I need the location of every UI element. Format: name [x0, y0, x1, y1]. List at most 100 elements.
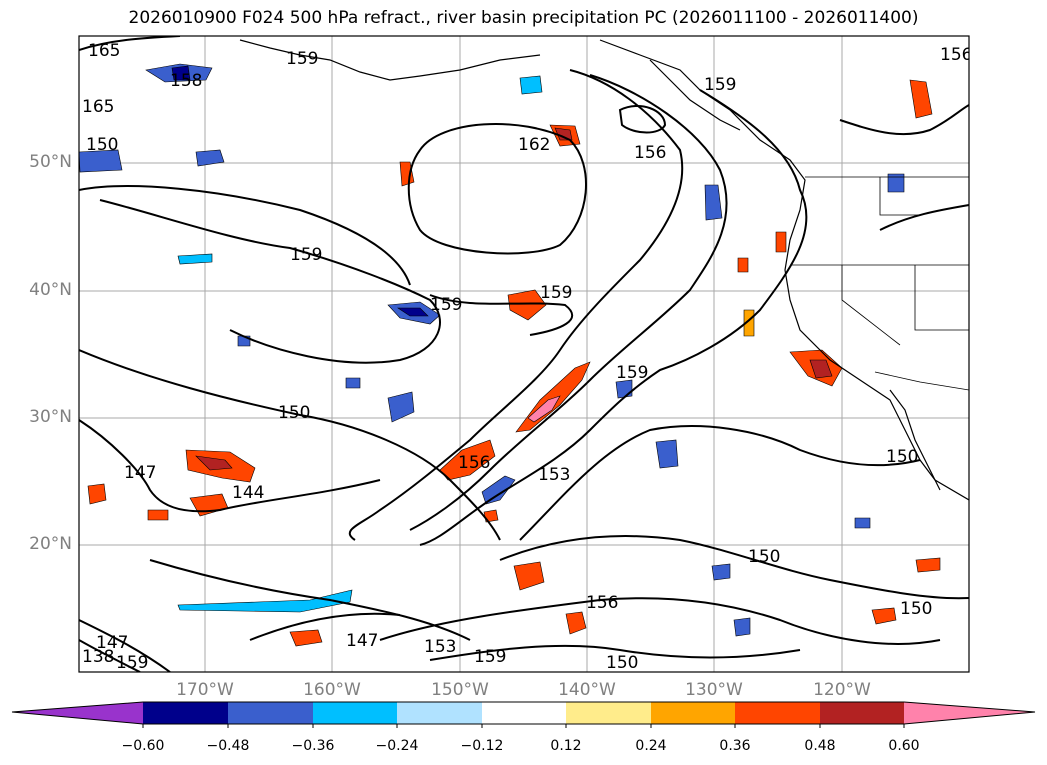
contour-label: 150 [86, 135, 118, 155]
contour-153-south [379, 597, 941, 645]
precip-patch [171, 65, 191, 81]
precip-patch [87, 483, 107, 505]
contour-label: 153 [538, 465, 570, 485]
precip-patch [909, 79, 933, 119]
precip-patch [809, 359, 833, 379]
contour-label: 153 [424, 637, 456, 657]
contour-label: 150 [606, 653, 638, 673]
contour-label: 159 [540, 283, 572, 303]
refractivity-contours [79, 36, 969, 672]
colorbar-bin [735, 702, 820, 724]
colorbar-bin [566, 702, 651, 724]
contour-147-south [149, 559, 471, 641]
colorbar-tick-label: −0.60 [121, 738, 165, 754]
precip-patch [655, 439, 679, 469]
contour-label: 158 [170, 71, 202, 91]
precip-patches [79, 63, 941, 647]
contour-label: 156 [586, 593, 618, 613]
precip-patch [195, 455, 233, 471]
contour-162 [407, 122, 587, 255]
contour-label: 159 [116, 653, 148, 673]
contour-150-south [499, 535, 969, 600]
contour-labels: 165 158 165 159 159 162 156 159 159 159 … [82, 41, 972, 673]
colorbar-tick-label: 0.24 [635, 738, 667, 754]
precip-patch [177, 253, 213, 265]
precip-patch [439, 439, 496, 481]
colorbar-tick-label: −0.48 [206, 738, 250, 754]
colorbar-bin [397, 702, 482, 724]
precip-patch [387, 391, 415, 423]
boundary-state [879, 177, 920, 216]
precip-patch [775, 231, 787, 253]
precip-patch [854, 517, 871, 529]
contour-ne [839, 104, 969, 136]
lat-label-30n: 30°N [29, 407, 72, 427]
colorbar-bin [143, 702, 228, 724]
lon-label-120w: 120°W [813, 680, 871, 700]
boundary-state [914, 265, 969, 331]
contour-label: 159 [286, 49, 318, 69]
colorbar-bin [482, 702, 566, 724]
colorbar-bin [313, 702, 397, 724]
contour-label: 159 [430, 295, 462, 315]
boundary-state [841, 265, 901, 346]
colorbar-bin [651, 702, 735, 724]
contour-153 [519, 425, 921, 541]
contour-jet-3 [419, 89, 808, 546]
contour-label: 159 [290, 245, 322, 265]
colorbar [11, 701, 1036, 728]
precip-patch [345, 377, 361, 389]
contour-159 [99, 199, 441, 364]
contour-label: 165 [88, 41, 120, 61]
contour-south-lower [249, 612, 401, 641]
contour-159-b [429, 294, 573, 336]
coastline-baja [889, 389, 941, 491]
contour-label: 159 [474, 647, 506, 667]
coastline-alaska-islands [239, 39, 541, 81]
map-title: 2026010900 F024 500 hPa refract., river … [128, 8, 919, 28]
contour-150 [79, 349, 501, 541]
precip-patch [737, 257, 749, 273]
lon-label-140w: 140°W [558, 680, 616, 700]
contour-159-south [429, 644, 801, 661]
contour-label: 156 [940, 45, 972, 65]
precip-patch [177, 589, 353, 613]
colorbar-ticks [142, 724, 905, 728]
contour-sw-2 [79, 639, 141, 672]
precip-patch [711, 563, 731, 581]
lat-label-50n: 50°N [29, 152, 72, 172]
precip-patch [397, 307, 429, 317]
map-plot: 165 158 165 159 159 162 156 159 159 159 … [78, 35, 972, 673]
precip-patch [507, 289, 547, 321]
colorbar-tick-label: −0.24 [375, 738, 419, 754]
contour-label: 144 [232, 483, 264, 503]
precip-patch [915, 557, 941, 573]
colorbar-tick-label: 0.48 [804, 738, 836, 754]
lon-label-170w: 170°W [176, 680, 234, 700]
contour-north [79, 36, 181, 51]
contour-label: 156 [458, 453, 490, 473]
contour-ne-2 [879, 204, 969, 231]
colorbar-tick-label: −0.36 [291, 738, 335, 754]
contour-label: 159 [616, 363, 648, 383]
contour-label: 159 [704, 75, 736, 95]
contour-label: 150 [886, 447, 918, 467]
boundaries [790, 176, 969, 391]
contour-label: 138 [82, 647, 114, 667]
colorbar-bin [820, 702, 904, 724]
lat-label-20n: 20°N [29, 534, 72, 554]
contour-jet-1 [348, 69, 684, 541]
precip-patch [79, 149, 123, 173]
colorbar-tick-label: 0.36 [719, 738, 751, 754]
precip-patch [513, 561, 545, 591]
precip-patch [704, 184, 723, 221]
contour-jet-2 [409, 74, 728, 531]
contour-label: 156 [634, 143, 666, 163]
precip-patch [289, 629, 323, 647]
precip-patch [565, 611, 587, 635]
contour-sw [79, 619, 171, 672]
contour-label: 150 [900, 599, 932, 619]
boundary-us-mexico [874, 371, 969, 391]
colorbar-tick-label: 0.12 [550, 738, 582, 754]
coastline-bc [649, 59, 741, 131]
